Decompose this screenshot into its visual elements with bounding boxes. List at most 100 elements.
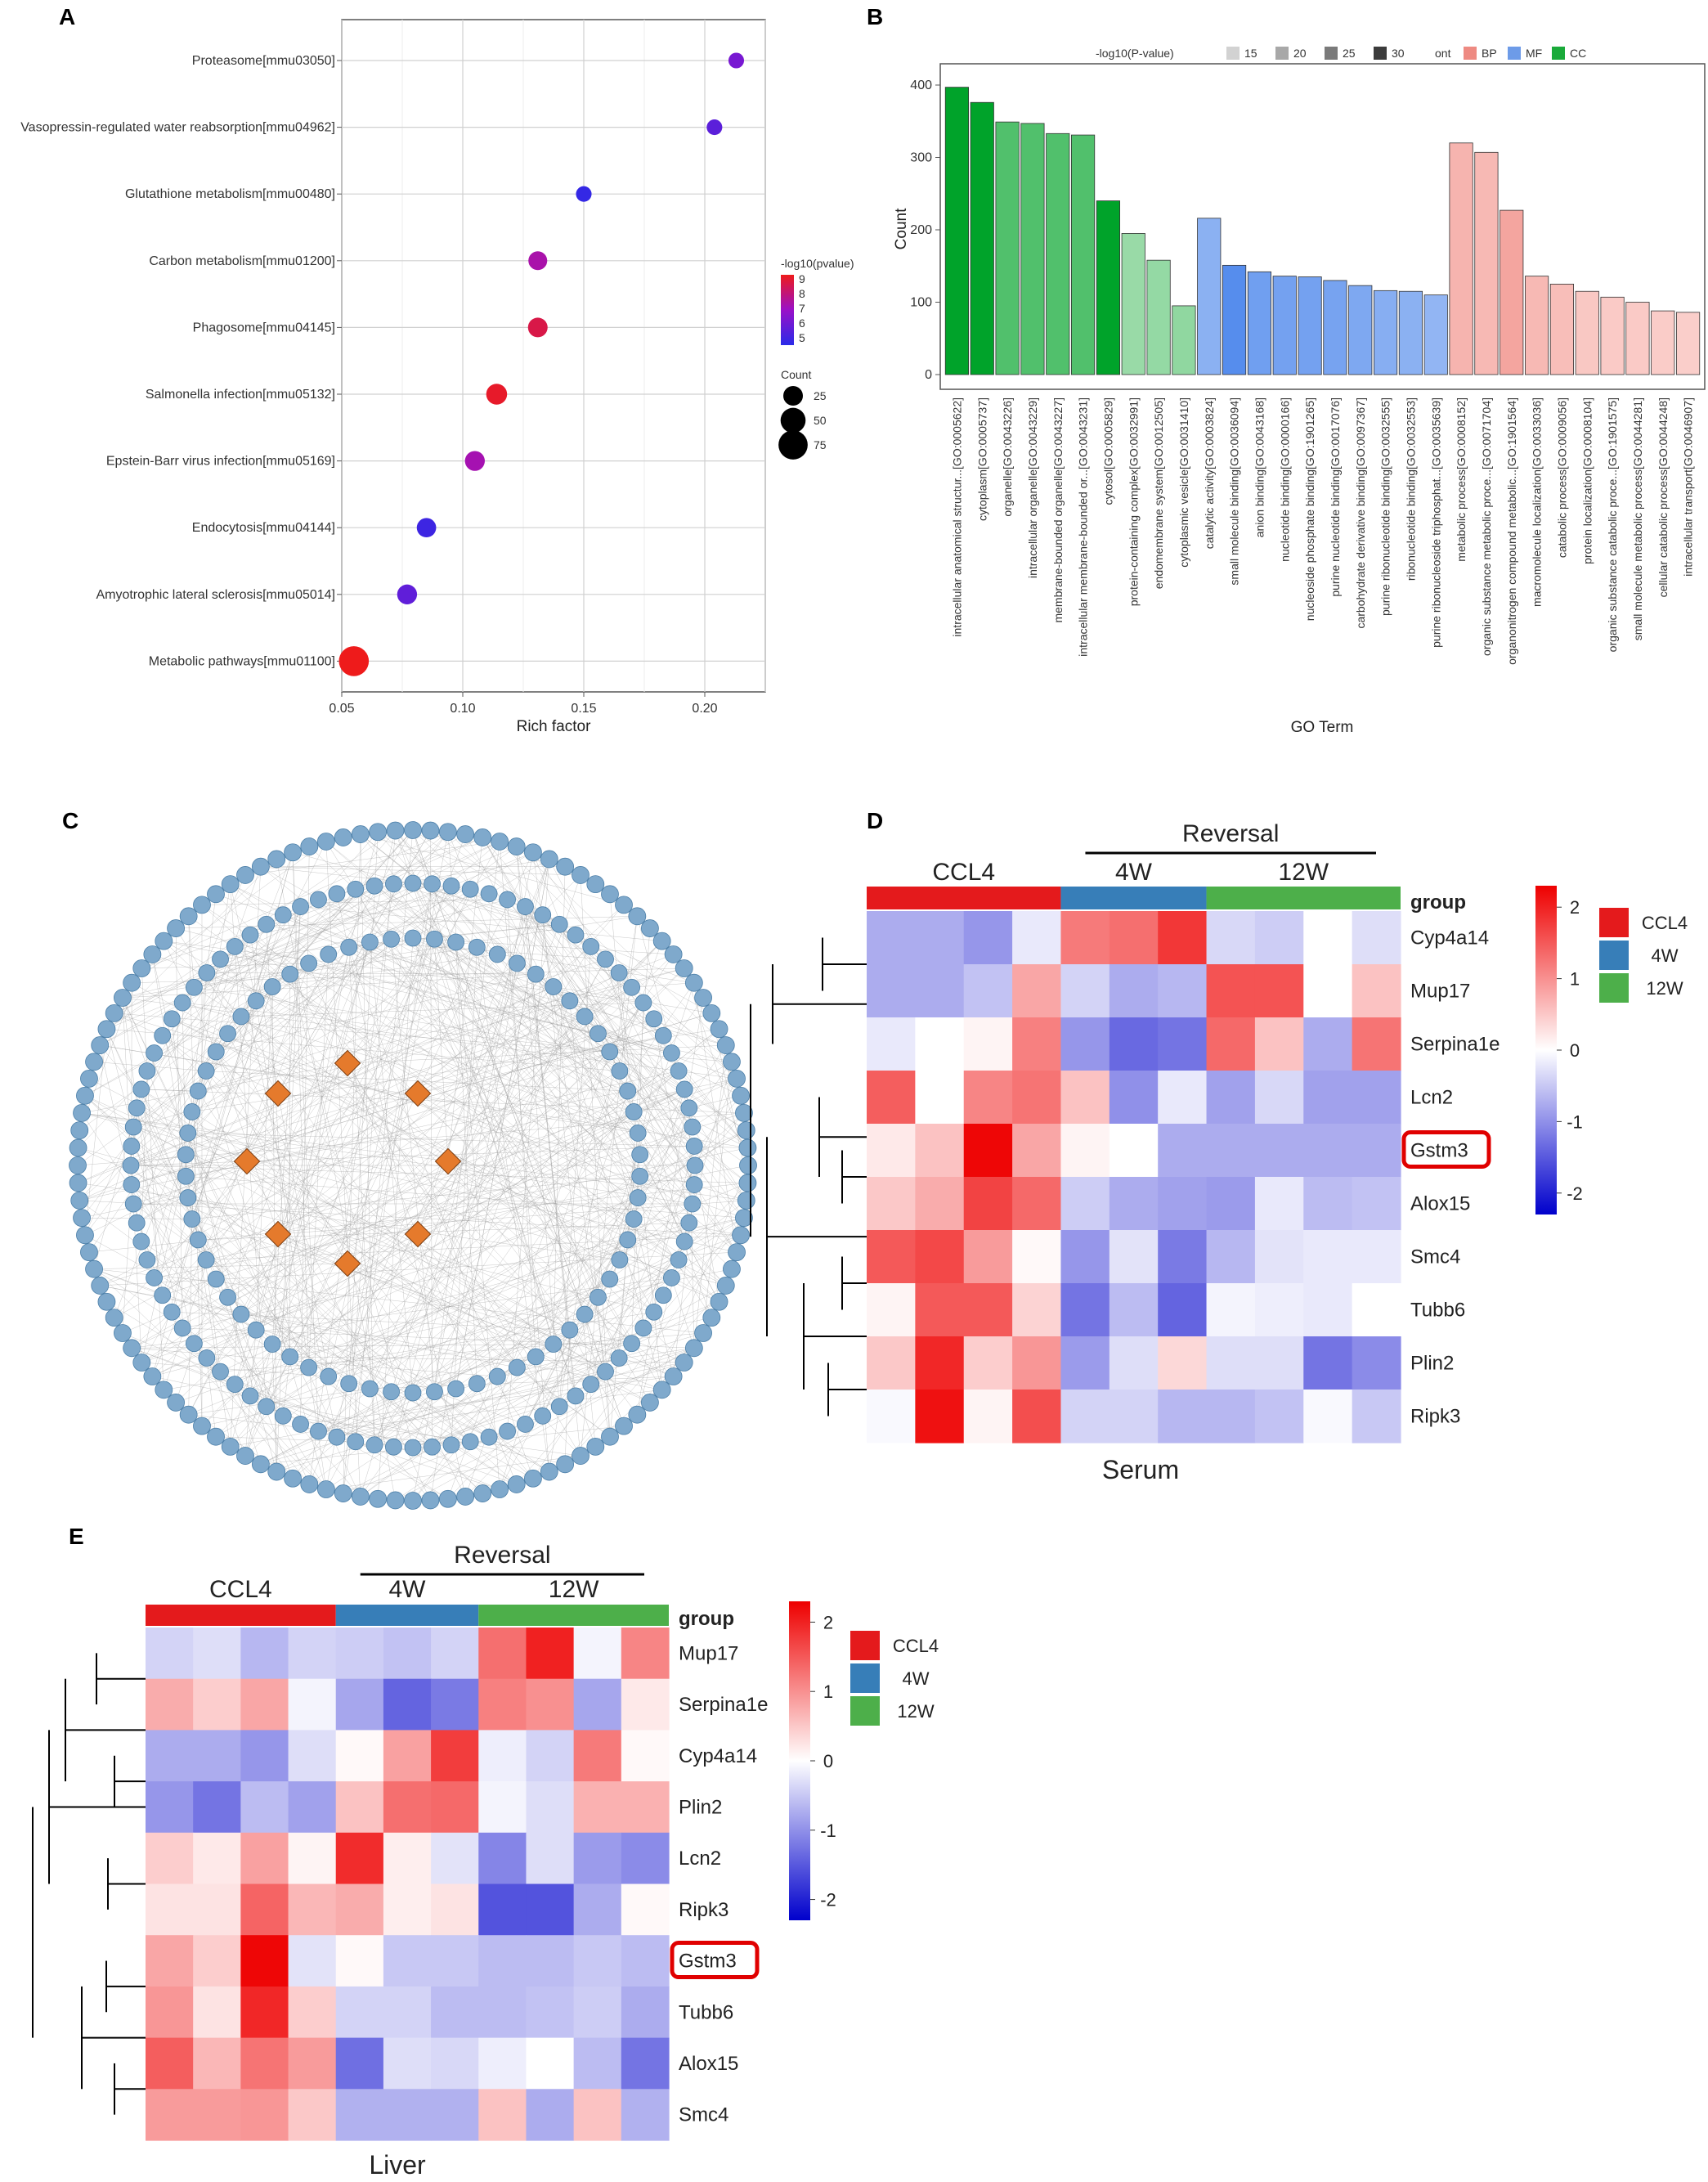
heatmap-cell — [478, 1883, 527, 1936]
network-node — [320, 1367, 338, 1385]
network-edge — [266, 968, 684, 1407]
network-edge — [276, 906, 301, 1472]
x-tick-label: anion binding[GO:0043168] — [1253, 397, 1266, 537]
network-edge — [412, 937, 596, 1447]
network-edge — [141, 1197, 639, 1363]
network-edge — [162, 1112, 745, 1295]
network-edge — [507, 859, 550, 1432]
heatmap-cell — [573, 1883, 622, 1936]
network-node — [468, 938, 486, 956]
network-node — [251, 1455, 270, 1474]
x-tick-label: 0.05 — [329, 702, 354, 716]
heatmap-cell — [526, 2037, 575, 2090]
network-node — [207, 1043, 225, 1061]
gene-label: Ripk3 — [1410, 1406, 1460, 1428]
heatmap-cell — [288, 1628, 337, 1680]
heatmap-cell — [526, 1730, 575, 1782]
network-node — [534, 906, 552, 924]
heatmap-cell — [573, 1781, 622, 1834]
heatmap-cell — [1060, 1124, 1110, 1178]
x-tick-label: organic substance catabolic proce...[GO:… — [1606, 397, 1619, 652]
heatmap-cell — [1158, 1124, 1208, 1178]
network-edge — [300, 1376, 674, 1425]
network-node — [154, 1026, 172, 1044]
network-edge — [482, 837, 634, 1112]
legend-ont-label: BP — [1482, 47, 1497, 60]
panel-label-c: C — [62, 808, 78, 833]
network-edge — [191, 1219, 620, 1358]
network-edge — [325, 959, 606, 1490]
data-point — [397, 584, 418, 604]
group-legend-swatch — [1599, 908, 1629, 937]
color-legend-title: -log10(pvalue) — [781, 257, 854, 270]
x-tick-label: catalytic activity[GO:0003824] — [1203, 397, 1216, 549]
legend-ont-label: MF — [1526, 47, 1542, 60]
network-edge — [318, 1126, 693, 1432]
network-node — [70, 1191, 89, 1210]
data-point — [416, 518, 437, 538]
heatmap-cell — [867, 1071, 916, 1125]
panel-label-b: B — [867, 4, 883, 29]
heatmap-cell — [1012, 1390, 1062, 1443]
bar — [1374, 290, 1398, 375]
network-edge — [216, 1051, 279, 1235]
size-legend: Count 25 50 75 — [778, 368, 827, 460]
network-node — [155, 932, 173, 950]
network-node — [652, 1381, 671, 1399]
y-tick-label: 300 — [910, 151, 932, 165]
network-node — [611, 1251, 629, 1268]
network-edge — [240, 1313, 456, 1390]
network-edge — [477, 947, 550, 1472]
bar — [1247, 271, 1271, 375]
network-edge — [336, 1367, 518, 1438]
network-edge — [609, 894, 628, 1092]
network-node — [328, 885, 346, 903]
network-node — [572, 866, 590, 884]
network-node — [80, 1243, 98, 1262]
color-legend-tick: 5 — [799, 331, 805, 344]
network-node — [258, 915, 276, 933]
heatmap-cell — [1158, 1230, 1208, 1284]
heatmap-cell — [573, 1935, 622, 1987]
heatmap-cell — [915, 1124, 965, 1178]
network-node — [179, 907, 198, 926]
network-node — [385, 875, 402, 893]
network-node — [473, 828, 492, 846]
network-edge — [84, 874, 246, 1236]
network-node — [611, 1062, 629, 1080]
heatmap-cell — [1012, 911, 1062, 965]
network-nodes — [69, 821, 757, 1510]
bar — [1071, 134, 1096, 375]
network-edge — [417, 859, 549, 1235]
reversal-label: Reversal — [454, 1542, 550, 1569]
group-title-ccl4: CCL4 — [209, 1576, 272, 1603]
network-edge — [187, 1197, 654, 1313]
network-node — [143, 1367, 162, 1385]
gene-label: Lcn2 — [679, 1848, 721, 1870]
network-node — [197, 1062, 215, 1080]
network-edge — [152, 1133, 639, 1377]
network-edge — [584, 987, 632, 1017]
network-node — [735, 1103, 753, 1122]
heatmap-cell — [963, 1390, 1013, 1443]
network-edge — [230, 884, 257, 1001]
heatmap-cell — [1303, 1390, 1353, 1443]
network-node — [684, 1118, 702, 1136]
network-node — [442, 1436, 460, 1454]
network-node — [383, 930, 400, 948]
heatmap-cell — [526, 1935, 575, 1987]
legend-pvalue-level: 30 — [1392, 47, 1405, 60]
network-node — [623, 1335, 641, 1353]
x-tick-label: 0.20 — [692, 702, 717, 716]
heatmap-cell — [1206, 964, 1256, 1018]
network-edge — [182, 959, 221, 1003]
color-legend-tick: 8 — [799, 287, 805, 300]
network-node — [76, 1086, 94, 1105]
network-edge — [191, 906, 301, 1219]
network-node — [694, 989, 712, 1007]
heatmap-cell — [573, 2089, 622, 2141]
network-edge — [693, 982, 737, 1253]
network-node — [702, 1309, 721, 1327]
network-edge — [447, 1183, 748, 1499]
network-node — [561, 1321, 579, 1339]
